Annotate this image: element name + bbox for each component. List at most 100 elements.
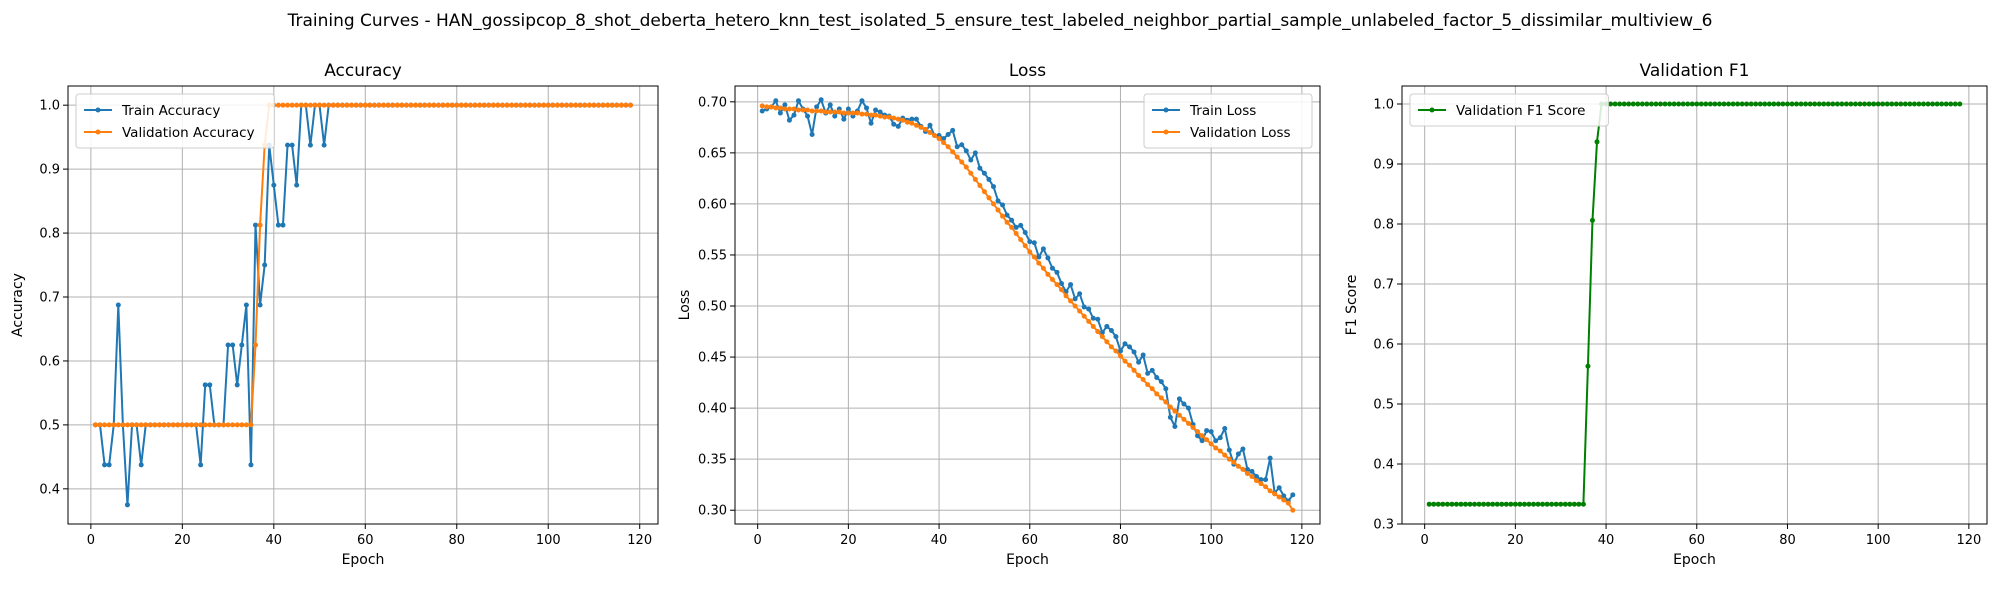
data-point-validation-loss	[1167, 404, 1173, 410]
data-point-validation-f1-score	[1453, 501, 1459, 507]
data-point-validation-f1-score	[1698, 101, 1704, 107]
data-point-train-loss	[1036, 254, 1042, 260]
legend-marker-train-accuracy	[95, 107, 101, 113]
data-point-train-accuracy	[243, 302, 249, 308]
data-point-validation-f1-score	[1512, 501, 1518, 507]
data-point-validation-f1-score	[1576, 501, 1582, 507]
data-point-train-loss	[864, 105, 870, 111]
data-point-validation-accuracy	[143, 422, 149, 428]
loss-y-tick-label: 0.30	[698, 504, 727, 519]
data-point-train-loss	[1254, 474, 1260, 480]
data-point-train-loss	[963, 148, 969, 154]
data-point-train-accuracy	[230, 342, 236, 348]
data-point-train-accuracy	[275, 222, 281, 228]
data-point-validation-accuracy	[115, 422, 121, 428]
data-point-validation-loss	[922, 126, 928, 132]
data-point-validation-loss	[990, 201, 996, 207]
data-point-train-loss	[1172, 424, 1178, 429]
data-point-train-loss	[1000, 202, 1006, 208]
accuracy-y-tick-label: 0.4	[39, 482, 60, 497]
accuracy-y-tick-label: 0.7	[39, 291, 60, 306]
data-point-validation-loss	[1190, 425, 1196, 431]
data-point-train-loss	[845, 106, 851, 112]
data-point-validation-accuracy	[605, 102, 611, 108]
data-point-validation-loss	[1195, 429, 1201, 435]
data-point-validation-accuracy	[138, 422, 144, 428]
data-point-validation-accuracy	[166, 422, 172, 428]
validation-f1-panel-title: Validation F1	[1640, 61, 1750, 81]
data-point-validation-loss	[936, 136, 942, 142]
data-point-validation-loss	[1217, 448, 1223, 454]
data-point-validation-f1-score	[1626, 101, 1632, 107]
data-point-validation-loss	[945, 144, 951, 150]
data-point-validation-f1-score	[1676, 101, 1682, 107]
data-point-validation-accuracy	[330, 102, 336, 108]
data-point-validation-loss	[995, 207, 1001, 213]
data-point-train-loss	[1077, 291, 1083, 297]
data-point-validation-loss	[1000, 213, 1006, 219]
validation-f1-x-tick-label: 0	[1421, 533, 1429, 548]
data-point-validation-accuracy	[509, 102, 515, 108]
data-point-train-accuracy	[138, 462, 144, 468]
data-point-validation-f1-score	[1834, 101, 1840, 107]
series-line-validation-loss	[761, 104, 1294, 511]
data-point-validation-accuracy	[280, 102, 286, 108]
data-point-train-loss	[809, 132, 815, 137]
data-point-validation-accuracy	[207, 422, 213, 428]
data-point-validation-loss	[1244, 470, 1250, 476]
data-point-validation-f1-score	[1952, 101, 1958, 107]
data-point-validation-accuracy	[339, 102, 345, 108]
validation-f1-grid	[1402, 86, 1987, 525]
series-train-accuracy	[92, 102, 634, 508]
series-line-validation-accuracy	[95, 104, 631, 426]
data-point-validation-f1-score	[1862, 101, 1868, 107]
data-point-validation-f1-score	[1957, 101, 1963, 107]
data-point-train-loss	[1045, 255, 1051, 261]
loss-panel-title: Loss	[1009, 61, 1046, 81]
data-point-validation-loss	[773, 105, 779, 111]
data-point-validation-f1-score	[1812, 101, 1818, 107]
data-point-validation-loss	[882, 114, 888, 120]
data-point-train-loss	[1113, 334, 1119, 340]
data-point-train-loss	[759, 108, 765, 114]
data-point-train-loss	[977, 165, 983, 171]
data-point-validation-f1-score	[1558, 501, 1564, 507]
data-point-validation-f1-score	[1562, 501, 1568, 507]
data-point-train-accuracy	[102, 462, 108, 468]
validation-f1-x-tick-label: 60	[1688, 533, 1705, 548]
loss-y-tick-label: 0.55	[698, 248, 727, 263]
data-point-validation-accuracy	[481, 102, 487, 108]
loss-y-axis-label: Loss	[677, 290, 693, 321]
data-point-validation-accuracy	[175, 422, 181, 428]
data-point-validation-loss	[1208, 441, 1214, 447]
data-point-train-loss	[1195, 433, 1201, 439]
data-point-validation-loss	[1027, 249, 1033, 255]
data-point-validation-f1-score	[1526, 501, 1532, 507]
data-point-train-accuracy	[253, 222, 259, 228]
data-point-validation-loss	[1172, 408, 1178, 414]
data-point-validation-f1-score	[1762, 101, 1768, 107]
data-point-validation-f1-score	[1517, 501, 1523, 507]
data-point-train-accuracy	[289, 142, 295, 148]
data-point-validation-accuracy	[152, 422, 158, 428]
data-point-validation-f1-score	[1880, 101, 1886, 107]
data-point-validation-accuracy	[422, 102, 428, 108]
accuracy-y-tick-label: 1.0	[39, 99, 60, 114]
data-point-validation-loss	[1140, 377, 1146, 383]
data-point-validation-loss	[1263, 484, 1269, 490]
data-point-validation-accuracy	[486, 102, 492, 108]
data-point-validation-loss	[941, 140, 947, 146]
data-point-validation-f1-score	[1911, 101, 1917, 107]
data-point-validation-loss	[1059, 287, 1065, 293]
accuracy-x-tick-label: 0	[87, 533, 95, 548]
data-point-train-loss	[1158, 379, 1164, 385]
loss-x-tick-label: 60	[1021, 533, 1038, 548]
data-point-validation-f1-score	[1494, 501, 1500, 507]
data-point-validation-accuracy	[536, 102, 542, 108]
data-point-validation-loss	[968, 170, 974, 176]
accuracy-y-tick-label: 0.9	[39, 163, 60, 178]
data-point-validation-accuracy	[403, 102, 409, 108]
data-point-train-accuracy	[239, 342, 245, 348]
data-point-train-loss	[959, 142, 965, 148]
data-point-validation-accuracy	[449, 102, 455, 108]
